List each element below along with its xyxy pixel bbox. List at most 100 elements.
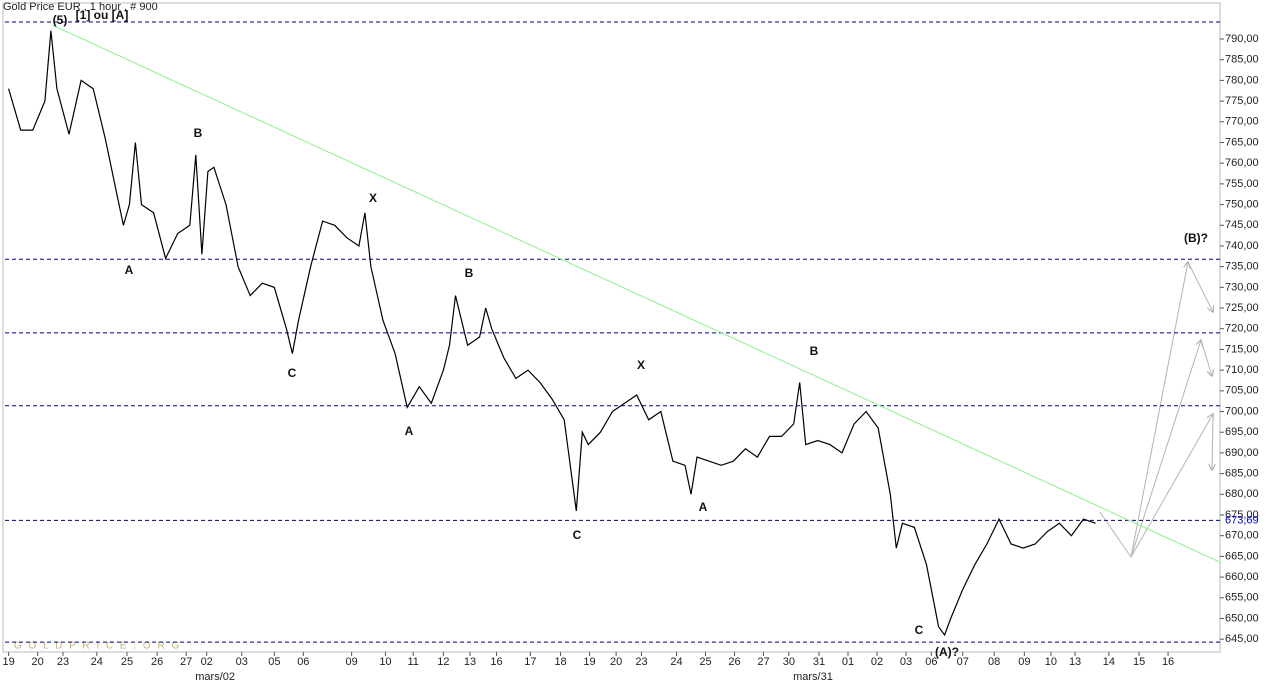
x-tick-label: 09 [1018, 656, 1030, 668]
x-tick-label: 02 [201, 656, 213, 668]
x-tick-label: 10 [1045, 656, 1057, 668]
wave-label: B [194, 126, 203, 140]
projection [1099, 511, 1132, 558]
x-tick-label: 23 [57, 656, 69, 668]
y-tick-label: 725,00 [1225, 302, 1259, 314]
x-tick-label: 24 [670, 656, 682, 668]
y-tick-label: 670,00 [1225, 530, 1259, 542]
y-tick-label: 685,00 [1225, 468, 1259, 480]
x-tick-label: 26 [728, 656, 740, 668]
y-tick-label: 710,00 [1225, 364, 1259, 376]
y-tick-label: 740,00 [1225, 240, 1259, 252]
projection [1200, 339, 1212, 376]
y-tick-label: 645,00 [1225, 633, 1259, 645]
x-tick-label: 06 [297, 656, 309, 668]
x-tick-label: 06 [925, 656, 937, 668]
wave-label: A [405, 424, 414, 438]
wave-label: X [369, 191, 377, 205]
y-tick-label: 680,00 [1225, 488, 1259, 500]
wave-label: (A)? [935, 645, 959, 659]
y-tick-label: 790,00 [1225, 33, 1259, 45]
x-tick-label: 19 [2, 656, 14, 668]
y-tick-label: 650,00 [1225, 612, 1259, 624]
wave-label: B [810, 344, 819, 358]
y-tick-label: 755,00 [1225, 178, 1259, 190]
x-tick-label: 20 [31, 656, 43, 668]
month-label: mars/31 [793, 671, 833, 683]
x-tick-label: 13 [1069, 656, 1081, 668]
trendline [51, 24, 1221, 563]
x-tick-label: 07 [957, 656, 969, 668]
x-tick-label: 09 [346, 656, 358, 668]
y-tick-label: 675,00 [1225, 509, 1259, 521]
price-line [8, 30, 1096, 637]
y-tick-label: 770,00 [1225, 116, 1259, 128]
y-tick-label: 655,00 [1225, 592, 1259, 604]
wave-label: X [637, 358, 645, 372]
x-tick-label: 13 [464, 656, 476, 668]
x-tick-label: 25 [121, 656, 133, 668]
y-tick-label: 720,00 [1225, 323, 1259, 335]
x-tick-label: 10 [379, 656, 391, 668]
y-tick-label: 765,00 [1225, 136, 1259, 148]
wave-label: A [125, 263, 134, 277]
x-tick-label: 02 [871, 656, 883, 668]
y-tick-label: 690,00 [1225, 447, 1259, 459]
x-tick-label: 30 [783, 656, 795, 668]
wave-label: [1] ou [A] [76, 8, 129, 22]
x-tick-label: 12 [437, 656, 449, 668]
x-tick-label: 18 [554, 656, 566, 668]
wave-label: (B)? [1184, 231, 1208, 245]
y-tick-label: 775,00 [1225, 95, 1259, 107]
x-tick-label: 03 [900, 656, 912, 668]
y-tick-label: 700,00 [1225, 405, 1259, 417]
month-label: mars/02 [195, 671, 235, 683]
y-tick-label: 665,00 [1225, 550, 1259, 562]
y-tick-label: 785,00 [1225, 54, 1259, 66]
chart-title: Gold Price EUR , 1 hour , # 900 [3, 1, 158, 13]
wave-label: C [288, 366, 297, 380]
x-tick-label: 11 [408, 656, 419, 668]
y-tick-label: 660,00 [1225, 571, 1259, 583]
x-tick-label: 03 [236, 656, 248, 668]
x-tick-label: 16 [1162, 656, 1174, 668]
projection [1130, 262, 1188, 558]
x-tick-label: 05 [268, 656, 280, 668]
x-tick-label: 25 [699, 656, 711, 668]
y-tick-label: 715,00 [1225, 343, 1259, 355]
y-tick-label: 735,00 [1225, 261, 1259, 273]
x-tick-label: 14 [1103, 656, 1115, 668]
x-tick-label: 17 [524, 656, 536, 668]
x-tick-label: 23 [635, 656, 647, 668]
projection [1212, 413, 1213, 470]
wave-label: (5) [53, 13, 68, 27]
y-tick-label: 760,00 [1225, 157, 1259, 169]
wave-label: B [465, 266, 474, 280]
wave-label: A [699, 500, 708, 514]
x-tick-label: 27 [180, 656, 192, 668]
x-tick-label: 27 [757, 656, 769, 668]
watermark: G O L D P R I C E . O R G [14, 641, 181, 652]
x-tick-label: 19 [583, 656, 595, 668]
y-tick-label: 745,00 [1225, 219, 1259, 231]
projection [1187, 261, 1213, 312]
x-tick-label: 15 [1133, 656, 1145, 668]
wave-label: C [915, 623, 924, 637]
x-tick-label: 31 [813, 656, 825, 668]
y-tick-label: 705,00 [1225, 385, 1259, 397]
x-tick-label: 08 [988, 656, 1000, 668]
x-tick-label: 01 [842, 656, 854, 668]
wave-label: C [573, 528, 582, 542]
x-tick-label: 16 [490, 656, 502, 668]
last-price-label: 673,69 [1225, 514, 1259, 526]
plot-area [2, 2, 1221, 653]
y-tick-label: 750,00 [1225, 198, 1259, 210]
x-tick-label: 24 [91, 656, 103, 668]
y-tick-label: 695,00 [1225, 426, 1259, 438]
y-tick-label: 780,00 [1225, 74, 1259, 86]
x-tick-label: 20 [610, 656, 622, 668]
x-tick-label: 26 [151, 656, 163, 668]
projection [1130, 414, 1213, 558]
y-tick-label: 730,00 [1225, 281, 1259, 293]
